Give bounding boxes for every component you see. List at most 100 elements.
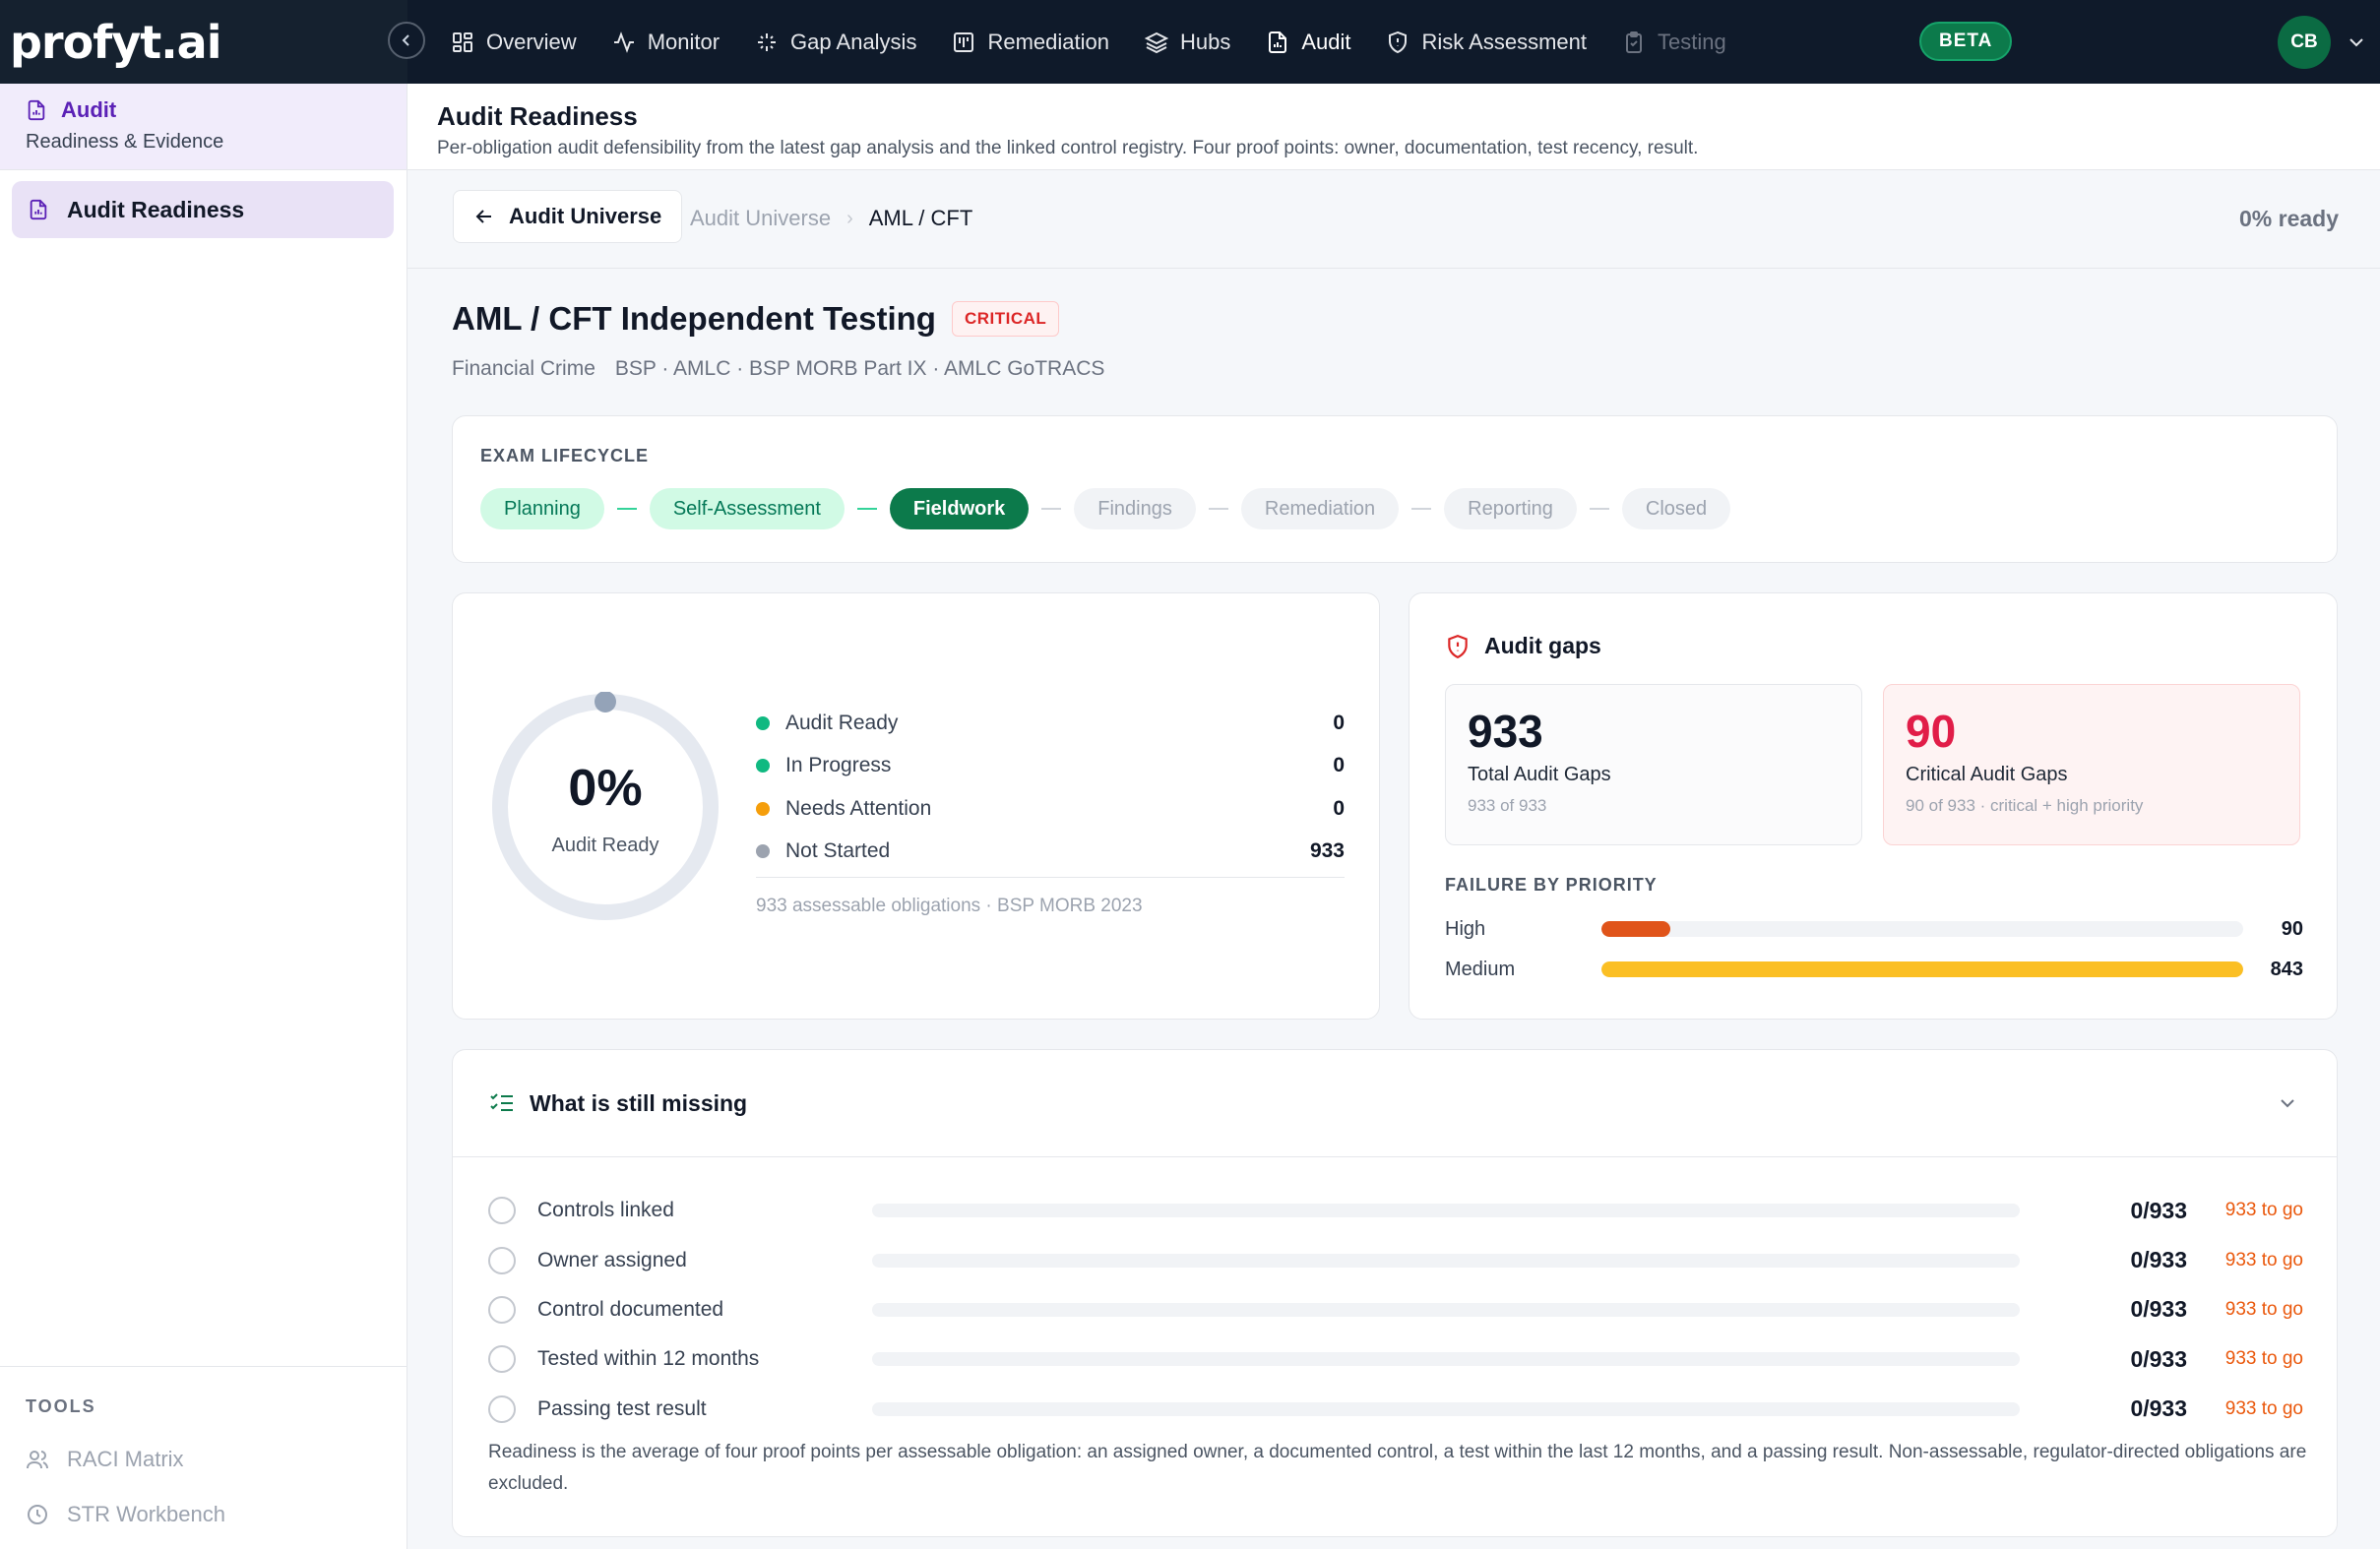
stage-remediation[interactable]: Remediation: [1240, 488, 1400, 529]
chevron-right-icon: ›: [846, 207, 853, 229]
document-icon: [28, 99, 45, 121]
user-avatar[interactable]: CB: [2278, 16, 2331, 69]
sidebar-tools: TOOLS RACI Matrix STR Workbench: [0, 1366, 407, 1527]
layers-icon: [1144, 31, 1168, 53]
document-icon: [30, 199, 47, 220]
readiness-legend: Audit Ready 0 In Progress 0 Needs Attent…: [756, 702, 1345, 917]
sidebar-item-label: STR Workbench: [67, 1502, 225, 1526]
stage-closed[interactable]: Closed: [1621, 488, 1731, 529]
readiness-percent: 0%: [568, 760, 643, 817]
stage-planning[interactable]: Planning: [480, 488, 604, 529]
main-nav: Overview Monitor Gap Analysis Remediatio…: [451, 0, 1762, 84]
tools-label: TOOLS: [26, 1396, 96, 1416]
sidebar-title-text: Audit: [61, 97, 117, 122]
sidebar: Audit Readiness & Evidence Audit Readine…: [0, 84, 407, 1549]
app-logo[interactable]: profyt.ai: [10, 15, 221, 69]
priority-bar-track: [1601, 921, 2243, 937]
audit-gaps-header: Audit gaps: [1445, 633, 1601, 659]
priority-row-medium: Medium 843: [1445, 955, 2303, 984]
sidebar-section-header: Audit Readiness & Evidence: [0, 84, 407, 170]
nav-audit[interactable]: Audit: [1266, 30, 1350, 55]
status-circle: [488, 1394, 516, 1423]
priority-bar-fill: [1601, 961, 2243, 977]
stage-connector: [616, 508, 637, 510]
priority-bar-fill: [1601, 921, 1670, 937]
breadcrumb-root[interactable]: Audit Universe: [690, 206, 832, 230]
legend-row-in-progress: In Progress 0: [756, 745, 1345, 788]
chevron-down-icon[interactable]: [2276, 1091, 2299, 1115]
priority-label: High: [1445, 917, 1486, 940]
sidebar-item-audit-readiness[interactable]: Audit Readiness: [12, 181, 394, 238]
stage-findings[interactable]: Findings: [1074, 488, 1196, 529]
board-icon: [954, 31, 974, 52]
nav-risk-assessment[interactable]: Risk Assessment: [1386, 30, 1587, 55]
missing-item-label: Controls linked: [537, 1199, 674, 1222]
status-circle: [488, 1197, 516, 1225]
nav-remediation[interactable]: Remediation: [952, 30, 1109, 55]
document-icon: [1269, 31, 1287, 53]
chevron-down-icon[interactable]: [2346, 31, 2367, 53]
missing-item-owner-assigned: Owner assigned 0/933 933 to go: [488, 1235, 2303, 1284]
total-gaps-stat: 933 Total Audit Gaps 933 of 933: [1445, 684, 1862, 845]
page-title: Audit Readiness: [437, 101, 638, 131]
critical-gaps-sub: 90 of 933 · critical + high priority: [1906, 796, 2144, 815]
legend-value: 0: [1333, 711, 1345, 734]
readiness-donut: [492, 692, 719, 920]
sidebar-item-label: RACI Matrix: [67, 1447, 184, 1471]
missing-item-label: Control documented: [537, 1297, 724, 1321]
missing-item-controls-linked: Controls linked 0/933 933 to go: [488, 1186, 2303, 1235]
nav-label: Risk Assessment: [1421, 29, 1587, 54]
stage-connector: [1589, 508, 1609, 510]
sparkle-icon: [758, 32, 777, 51]
donut-progress-marker: [595, 692, 616, 713]
still-missing-header[interactable]: What is still missing: [453, 1050, 2337, 1157]
stage-connector: [1208, 508, 1228, 510]
stage-fieldwork[interactable]: Fieldwork: [889, 488, 1030, 529]
legend-label: Needs Attention: [785, 796, 932, 820]
shield-alert-icon: [1448, 634, 1468, 658]
breadcrumb: Audit Universe › AML / CFT: [690, 206, 972, 231]
arrow-left-icon: [475, 210, 491, 223]
priority-label: Medium: [1445, 958, 1516, 980]
status-circle: [488, 1295, 516, 1324]
clock-icon: [28, 1505, 47, 1524]
total-gaps-value: 933: [1468, 706, 1543, 757]
sidebar-item-label: Audit Readiness: [67, 196, 245, 222]
users-icon: [27, 1451, 48, 1469]
critical-gaps-value: 90: [1906, 706, 1957, 757]
nav-testing[interactable]: Testing: [1622, 30, 1726, 55]
top-bar: profyt.ai Overview Monitor Gap Analysis …: [0, 0, 2380, 84]
nav-label: Overview: [486, 29, 577, 54]
stage-self-assessment[interactable]: Self-Assessment: [649, 488, 845, 529]
lifecycle-stages: Planning Self-Assessment Fieldwork Findi…: [480, 488, 2309, 529]
obligation-title: AML / CFT Independent Testing: [452, 300, 936, 337]
missing-item-remaining: 933 to go: [2224, 1298, 2303, 1320]
sidebar-item-raci-matrix[interactable]: RACI Matrix: [0, 1447, 407, 1472]
chevron-left-icon: [402, 34, 409, 46]
failure-by-priority-label: FAILURE BY PRIORITY: [1445, 875, 1658, 895]
priority-row-high: High 90: [1445, 914, 2303, 944]
nav-gap-analysis[interactable]: Gap Analysis: [755, 30, 916, 55]
shield-icon: [1389, 31, 1408, 53]
legend-row-not-started: Not Started 933: [756, 831, 1345, 874]
obligation-references: BSP · AMLC · BSP MORB Part IX · AMLC GoT…: [614, 357, 1105, 380]
stage-reporting[interactable]: Reporting: [1444, 488, 1577, 529]
page-description: Per-obligation audit defensibility from …: [437, 138, 1699, 158]
page-header: Audit Readiness Per-obligation audit def…: [407, 84, 2380, 170]
nav-monitor[interactable]: Monitor: [612, 30, 720, 55]
still-missing-card: What is still missing Controls linked 0/…: [452, 1049, 2338, 1537]
total-gaps-label: Total Audit Gaps: [1468, 764, 1611, 785]
progress-track: [872, 1401, 2020, 1416]
legend-label: In Progress: [785, 754, 892, 777]
back-button[interactable]: Audit Universe: [453, 190, 683, 243]
audit-gaps-card: Audit gaps 933 Total Audit Gaps 933 of 9…: [1409, 592, 2338, 1020]
nav-overview[interactable]: Overview: [451, 30, 577, 55]
nav-hubs[interactable]: Hubs: [1144, 30, 1230, 55]
missing-item-label: Tested within 12 months: [537, 1347, 760, 1371]
activity-icon: [613, 31, 634, 53]
nav-label: Audit: [1301, 29, 1351, 54]
sidebar-item-str-workbench[interactable]: STR Workbench: [0, 1502, 407, 1527]
missing-list: Controls linked 0/933 933 to go Owner as…: [488, 1186, 2303, 1434]
status-circle: [488, 1345, 516, 1374]
sidebar-collapse-button[interactable]: [388, 22, 425, 59]
